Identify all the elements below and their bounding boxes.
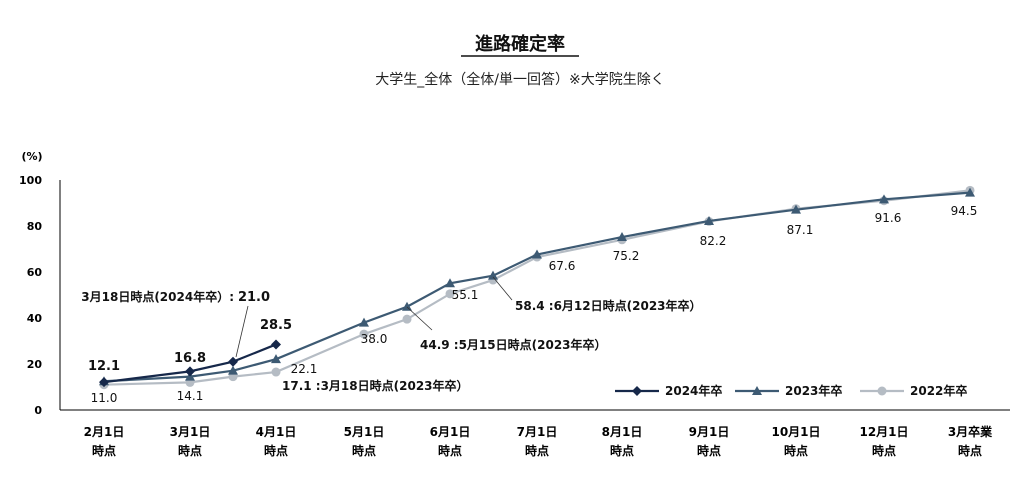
data-label: 94.5 — [951, 204, 978, 218]
data-point — [185, 366, 195, 377]
series-line — [103, 189, 971, 386]
data-point — [532, 249, 542, 259]
data-point — [228, 356, 238, 367]
chart-subtitle: 大学生_全体（全体/単一回答）※大学院生除く — [375, 71, 664, 88]
data-label: 44.9 :5月15日時点(2023年卒） — [420, 337, 607, 352]
x-tick-label-line2: 時点 — [872, 443, 896, 458]
series-layer — [99, 185, 975, 390]
y-tick-label: 40 — [27, 312, 43, 325]
x-tick-label: 7月1日 — [517, 425, 558, 439]
data-point — [402, 301, 412, 311]
series-2 — [99, 185, 975, 390]
series-0 — [99, 339, 281, 388]
leader-line — [235, 305, 249, 358]
x-tick-label: 4月1日 — [256, 425, 297, 439]
data-point — [271, 339, 281, 350]
x-tick-label-line2: 時点 — [178, 443, 202, 458]
data-label: 14.1 — [177, 389, 204, 403]
x-tick-label: 3月卒業 — [948, 424, 993, 439]
data-point — [271, 367, 281, 377]
data-labels-layer: 12.1 16.8 3月18日時点(2024年卒）: 21.0 28.5 11.0 14.1… — [81, 204, 977, 405]
x-tick-label-line2: 時点 — [784, 443, 808, 458]
legend-label: 2022年卒 — [910, 383, 967, 398]
x-tick-label: 8月1日 — [602, 425, 643, 439]
x-tick-label-line2: 時点 — [610, 443, 634, 458]
data-point — [965, 187, 975, 197]
x-tick-label-line2: 時点 — [958, 443, 982, 458]
data-label: 87.1 — [787, 223, 814, 237]
data-point — [704, 215, 714, 225]
x-tick-label: 6月1日 — [430, 425, 471, 439]
x-tick-label: 9月1日 — [689, 425, 730, 439]
legend-label: 2024年卒 — [665, 383, 722, 398]
data-point — [488, 270, 498, 280]
y-tick-label: 0 — [34, 404, 42, 417]
legend-marker — [877, 386, 887, 396]
data-point — [791, 204, 801, 214]
data-label: 91.6 — [875, 211, 902, 225]
x-tick-label: 12月1日 — [859, 425, 908, 439]
data-label: 22.1 — [291, 362, 318, 376]
data-point — [271, 354, 281, 364]
data-point — [402, 314, 412, 324]
x-tick-label: 2月1日 — [84, 425, 125, 439]
leader-line — [492, 276, 513, 301]
data-label: 3月18日時点(2024年卒）: — [81, 289, 234, 304]
x-tick-label-line2: 時点 — [438, 443, 462, 458]
data-label: 58.4 :6月12日時点(2023年卒） — [515, 298, 702, 313]
data-point — [359, 329, 369, 339]
data-point — [617, 232, 627, 242]
y-tick-label: 20 — [27, 358, 43, 371]
x-tick-label-line2: 時点 — [697, 443, 721, 458]
data-point — [445, 278, 455, 288]
data-label: 55.1 — [452, 288, 479, 302]
chart-title: 進路確定率 — [475, 33, 565, 55]
data-point — [879, 194, 889, 204]
x-tick-label: 5月1日 — [344, 425, 385, 439]
legend: 2024年卒 2023年卒 2022年卒 — [615, 383, 967, 398]
x-tick-label-line2: 時点 — [525, 443, 549, 458]
legend-marker — [632, 386, 642, 396]
y-axis-unit: (%) — [21, 150, 42, 163]
data-label: 17.1 :3月18日時点(2023年卒） — [282, 378, 469, 393]
data-label: 75.2 — [613, 249, 640, 263]
legend-label: 2023年卒 — [785, 383, 842, 398]
data-point — [99, 377, 109, 388]
x-tick-label: 3月1日 — [170, 425, 211, 439]
series-1 — [99, 187, 975, 386]
y-tick-label: 60 — [27, 266, 43, 279]
leader-line — [406, 306, 433, 331]
data-label: 12.1 — [88, 359, 120, 374]
data-point — [359, 317, 369, 327]
data-label: 67.6 — [549, 259, 576, 273]
data-label: 16.8 — [174, 351, 206, 366]
data-label: 82.2 — [700, 234, 727, 248]
series-line — [103, 343, 277, 384]
x-tick-label-line2: 時点 — [92, 443, 116, 458]
y-tick-label: 100 — [19, 174, 42, 187]
x-tick-label: 10月1日 — [771, 425, 820, 439]
data-point — [228, 365, 238, 375]
chart-title-group: 進路確定率 大学生_全体（全体/単一回答）※大学院生除く — [375, 33, 664, 88]
data-label: 11.0 — [91, 391, 118, 405]
x-tick-label-line2: 時点 — [352, 443, 376, 458]
data-label: 38.0 — [361, 332, 388, 346]
y-tick-label: 80 — [27, 220, 43, 233]
data-point — [445, 289, 455, 299]
data-label: 21.0 — [238, 290, 270, 305]
x-tick-label-line2: 時点 — [264, 443, 288, 458]
series-line — [103, 191, 971, 383]
legend-marker — [752, 386, 762, 395]
data-label: 28.5 — [260, 318, 292, 333]
